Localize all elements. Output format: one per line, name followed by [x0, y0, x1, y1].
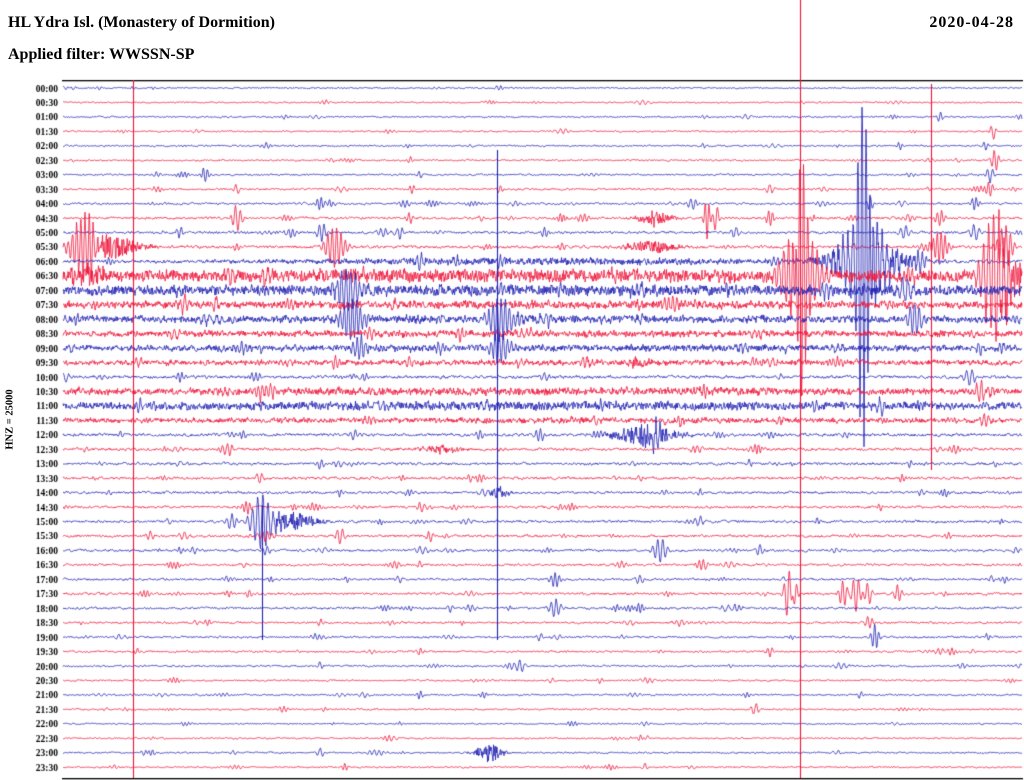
- station-title: HL Ydra Isl. (Monastery of Dormition): [8, 14, 275, 31]
- applied-filter-label: Applied filter: WWSSN-SP: [8, 46, 195, 63]
- date-label: 2020-04-28: [929, 14, 1014, 31]
- channel-scale-label: HNZ = 25000: [4, 389, 16, 450]
